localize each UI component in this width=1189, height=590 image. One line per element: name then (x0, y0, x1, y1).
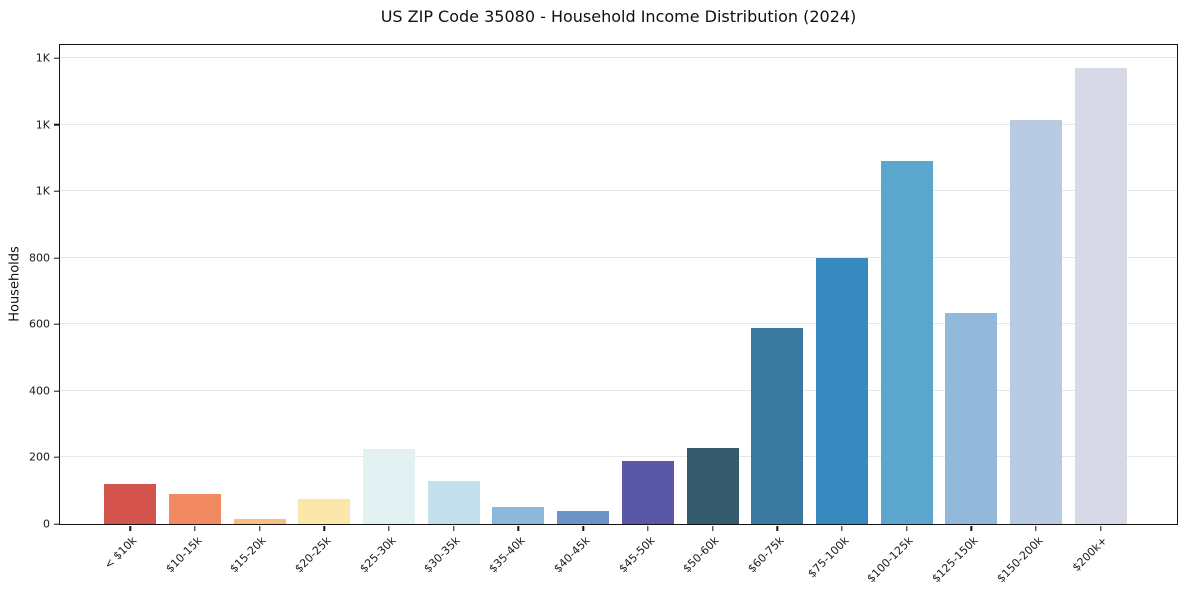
gridline (60, 256, 1177, 258)
bar-slot: $60-75k (745, 45, 810, 575)
x-tick-label: $75-100k (804, 534, 852, 581)
bar-10 (686, 448, 739, 524)
bar-slot: $10-15k (163, 45, 228, 575)
y-tick-mark (53, 390, 59, 392)
x-tick-label: $125-150k (929, 534, 981, 586)
bar-8 (557, 510, 610, 524)
bar-slot: $200k+ (1068, 45, 1133, 574)
bar-5 (363, 449, 416, 524)
y-tick-mark (53, 57, 59, 60)
y-tick-label: 0 (43, 517, 50, 531)
bar-slot: $15-20k (227, 45, 292, 575)
bar-slot: $150-200k (994, 45, 1069, 585)
bar-11 (751, 327, 804, 524)
gridline (60, 456, 1177, 458)
x-tick-label: $200k+ (1069, 534, 1110, 575)
bar-slot: $125-150k (929, 45, 1004, 585)
bar-slot: $35-40k (486, 45, 551, 575)
y-axis-label: Households (7, 246, 23, 322)
x-tick-mark (1099, 525, 1102, 531)
y-tick-mark (53, 456, 59, 459)
x-tick-label: $15-20k (227, 534, 269, 576)
bar-15 (1009, 119, 1062, 524)
x-tick-mark (647, 525, 649, 531)
bar-4 (298, 499, 351, 524)
x-tick-mark (776, 525, 778, 531)
x-tick-label: $25-30k (357, 534, 399, 576)
x-tick-label: $35-40k (486, 534, 528, 576)
y-tick-label: 800 (29, 251, 50, 265)
bar-slot: $40-45k (551, 45, 616, 575)
chart-title: US ZIP Code 35080 - Household Income Dis… (380, 7, 857, 26)
bar-7 (492, 507, 545, 524)
x-tick-label: $40-45k (551, 534, 593, 576)
y-tick-mark (53, 257, 59, 259)
x-tick-label: $20-25k (292, 534, 334, 576)
gridline (60, 323, 1177, 325)
y-tick-mark (53, 523, 59, 525)
y-tick-label: 1K (35, 51, 50, 65)
x-tick-mark (1035, 525, 1037, 531)
bars-container: < $10k $10-15k $15-20k $20-25k $25-30k $30-35… (60, 45, 1177, 585)
bar-slot: $25-30k (357, 45, 422, 575)
bar-3 (233, 519, 286, 524)
gridline (60, 190, 1177, 192)
x-tick-mark (388, 525, 390, 531)
x-tick-mark (194, 525, 196, 531)
gridline (60, 389, 1177, 391)
bar-slot: $30-35k (421, 45, 486, 575)
bar-12 (815, 257, 868, 524)
bar-slot: $20-25k (292, 45, 357, 575)
x-tick-label: $150-200k (994, 534, 1046, 586)
x-tick-mark (453, 525, 455, 531)
y-tick-mark (53, 190, 59, 193)
y-tick-mark (53, 124, 59, 126)
x-tick-mark (582, 525, 584, 531)
bar-2 (169, 494, 222, 524)
gridline (60, 123, 1177, 125)
bar-slot: $75-100k (805, 45, 875, 580)
bar-slot: < $10k (98, 45, 163, 572)
y-tick-mark (53, 323, 59, 326)
x-tick-label: $50-60k (680, 534, 722, 576)
bar-9 (621, 460, 674, 524)
gridline (60, 57, 1177, 59)
x-tick-mark (841, 525, 843, 531)
x-tick-label: $100-125k (864, 534, 916, 586)
bar-1 (104, 484, 157, 524)
bar-6 (427, 480, 480, 524)
x-tick-mark (259, 525, 261, 531)
bar-14 (945, 312, 998, 524)
x-tick-label: $45-50k (615, 534, 658, 576)
x-tick-mark (517, 525, 520, 531)
y-tick-label: 1K (35, 118, 50, 132)
bar-slot: $45-50k (616, 45, 681, 575)
x-tick-mark (129, 525, 132, 531)
x-tick-mark (970, 525, 972, 531)
x-tick-label: $60-75k (745, 534, 787, 576)
y-tick-label: 400 (29, 384, 50, 398)
x-tick-mark (905, 525, 908, 531)
bar-16 (1074, 68, 1127, 524)
x-tick-mark (323, 525, 326, 531)
y-tick-label: 200 (29, 450, 50, 464)
bar-13 (880, 161, 933, 524)
bar-slot: $100-125k (865, 45, 939, 585)
x-tick-label: $10-15k (162, 534, 205, 576)
x-tick-mark (711, 525, 714, 531)
x-tick-label: $30-35k (421, 534, 463, 576)
bar-slot: $50-60k (680, 45, 745, 575)
x-tick-label: < $10k (101, 534, 140, 572)
plot-area: 0 200 400 600 800 1K 1K 1K < $10k $10-15k $15-20k… (29, 44, 1178, 585)
y-tick-label: 600 (29, 317, 50, 331)
y-tick-label: 1K (35, 184, 50, 198)
